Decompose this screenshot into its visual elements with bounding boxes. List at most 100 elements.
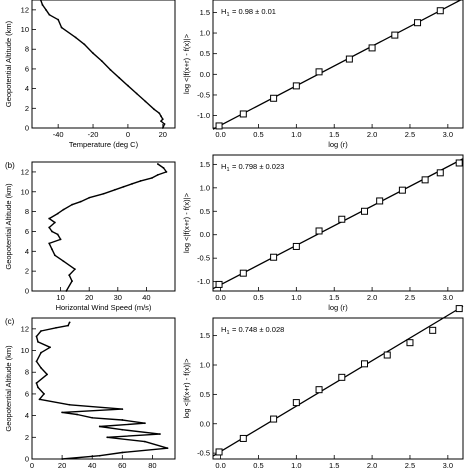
chart3-y-axis-label: Geopotential Altitude (km) — [4, 183, 13, 270]
chart1-x-tick-label: 0 — [126, 130, 130, 139]
chart3-x-tick-label: 30 — [114, 293, 122, 302]
chart3-profile-point — [102, 192, 105, 195]
chart1-x-tick-label: 20 — [159, 130, 167, 139]
chart4-data-point — [436, 169, 444, 177]
chart1-profile-point — [92, 52, 94, 55]
chart6-x-tick-label: 0.5 — [253, 461, 263, 470]
chart4-y-axis-label: log <|f(x+r) - f(x)|> — [182, 192, 191, 253]
chart3-profile-point — [139, 179, 142, 182]
chart6-annotation-value: = 0.748 ± 0.028 — [232, 325, 284, 334]
chart2-data-point — [436, 7, 444, 15]
chart2-x-axis-label: log (r) — [328, 140, 348, 149]
chart2-annotation-value: = 0.98 ± 0.01 — [232, 7, 276, 16]
chart4-annotation-subscript: 1 — [227, 167, 230, 173]
chart1-y-axis-label: Geopotential Altitude (km) — [4, 20, 13, 107]
chart4-data-point — [361, 207, 369, 215]
chart3-y-tick-label: 8 — [25, 207, 29, 216]
chart2-y-tick-label: 1.5 — [200, 8, 210, 17]
chart2-y-tick-label: 1.0 — [200, 29, 210, 38]
chart1-profile-point — [41, 4, 44, 6]
chart3-profile-point — [48, 217, 51, 220]
chart2-data-point — [414, 19, 422, 27]
chart2-x-tick-label: 0.0 — [215, 130, 225, 139]
chart2-x-tick-label: 2.0 — [367, 130, 377, 139]
chart5-profile-point — [49, 346, 51, 349]
chart3-profile-point — [53, 254, 56, 257]
chart5-x-tick-label: 40 — [88, 461, 96, 470]
chart5-profile-point — [91, 416, 94, 419]
chart5-profile-point — [68, 403, 71, 406]
chart3-profile-point — [53, 221, 56, 224]
chart4-y-tick-label: -1.0 — [197, 277, 210, 286]
chart4-y-tick-label: 1.0 — [200, 183, 210, 192]
chart3-profile-point — [156, 163, 159, 165]
chart4-data-point — [455, 159, 463, 167]
chart6-x-tick-label: 2.5 — [405, 461, 415, 470]
chart6-data-point — [239, 434, 247, 442]
chart3-profile-line — [48, 163, 168, 292]
chart6-data-point — [383, 351, 391, 359]
chart4-x-axis-label: log (r) — [328, 303, 348, 312]
chart3-y-tick-label: 4 — [25, 247, 29, 256]
chart3-profile-point — [62, 260, 65, 263]
chart6-data-point — [455, 305, 463, 313]
chart3-x-tick-label: 40 — [142, 293, 150, 302]
chart3-profile-point — [62, 208, 65, 211]
chart5-profile-point — [37, 340, 39, 343]
chart4-x-tick-label: 2.0 — [367, 293, 377, 302]
chart3-profile-point — [56, 212, 59, 215]
chart6-data-point — [270, 415, 278, 423]
chart2-fit-line — [212, 0, 463, 130]
chart3-profile-point — [65, 290, 68, 292]
chart5-profile-point — [40, 330, 42, 332]
chart5-y-tick-label: 0 — [25, 455, 29, 464]
chart4-data-point — [315, 227, 323, 235]
chart1-profile-point — [100, 60, 103, 62]
chart6-y-tick-label: -0.5 — [197, 449, 210, 458]
chart6-data-point — [292, 399, 300, 407]
chart6-data-point — [361, 360, 369, 368]
chart1-profile-point — [158, 112, 161, 115]
chart2-y-tick-label: 0.0 — [200, 70, 210, 79]
chart3-profile-point — [88, 196, 91, 199]
chart6-x-tick-label: 0.0 — [215, 461, 225, 470]
chart4-x-tick-label: 3.0 — [443, 293, 453, 302]
chart3-profile-point — [114, 188, 116, 191]
chart5-profile-point — [43, 393, 45, 395]
chart4-y-tick-label: -0.5 — [197, 254, 210, 263]
chart5-x-tick-label: 80 — [148, 461, 156, 470]
chart2-annotation-subscript: 1 — [227, 12, 230, 18]
chart6-data-point — [315, 386, 323, 394]
chart2-data-point — [345, 55, 353, 63]
chart2-x-tick-label: 2.5 — [405, 130, 415, 139]
chart3-profile-point — [122, 185, 125, 188]
chart1-profile-point — [127, 84, 129, 87]
chart5-y-tick-label: 12 — [21, 324, 29, 333]
chart2-annotation-label: H — [221, 7, 226, 16]
chart4-data-point — [421, 176, 429, 184]
chart4-data-point — [292, 242, 300, 250]
chart4-data-point — [270, 253, 278, 261]
chart5-profile-point — [143, 422, 146, 425]
chart2-data-point — [215, 122, 223, 130]
chart6-x-tick-label: 1.5 — [329, 461, 339, 470]
chart4-annotation-label: H — [221, 162, 226, 171]
chart2-data-point — [270, 94, 278, 102]
chart3-y-tick-label: 6 — [25, 227, 29, 236]
chart1-y-tick-label: 8 — [25, 45, 29, 54]
chart5-profile-line — [35, 322, 169, 460]
chart5-profile-point — [121, 428, 124, 431]
chart1-profile-point — [161, 118, 164, 121]
chart1-y-tick-label: 12 — [21, 5, 29, 14]
chart4-data-point — [398, 186, 406, 194]
chart1-profile-point — [109, 69, 112, 71]
chart1-profile-point — [48, 13, 51, 16]
chart3-frame — [31, 161, 176, 292]
chart3-profile-point — [71, 280, 73, 282]
chart5-profile-point — [98, 454, 101, 457]
chart6-y-tick-label: 0.5 — [200, 390, 210, 399]
chart3-y-tick-label: 0 — [25, 287, 29, 296]
chart6-fit-line — [212, 305, 464, 457]
chart5-profile-point — [55, 326, 57, 329]
chart1-profile-point — [57, 18, 60, 21]
